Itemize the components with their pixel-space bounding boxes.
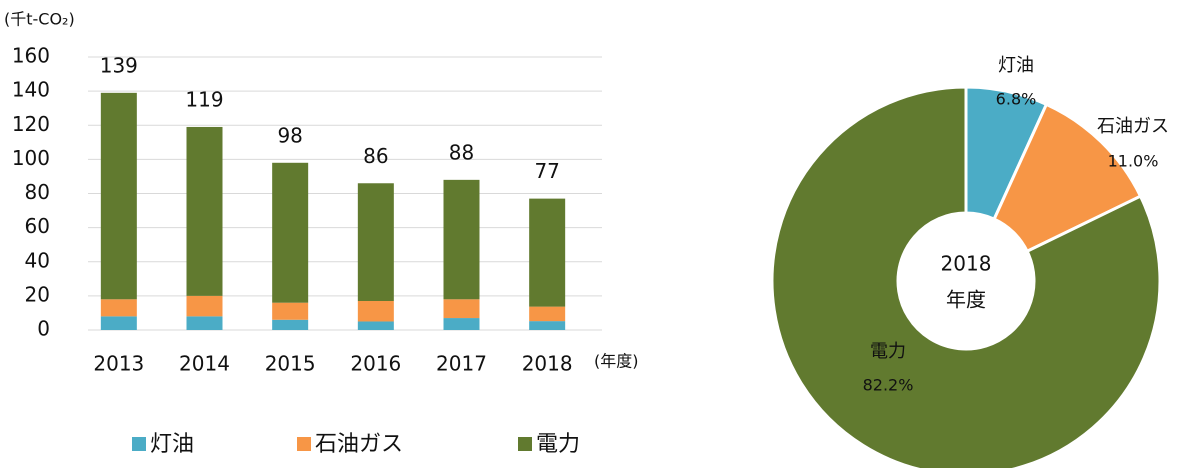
y-tick-label: 0 (37, 317, 50, 341)
bar-segment (186, 316, 223, 330)
bar-segment (443, 318, 480, 330)
y-tick-label: 60 (25, 214, 50, 238)
y-tick-label: 20 (25, 282, 50, 306)
total-label: 86 (363, 144, 388, 168)
legend-swatch (132, 437, 146, 451)
bar-segment (357, 321, 394, 330)
x-tick-label: 2014 (179, 352, 230, 376)
bar-segment (100, 299, 137, 317)
bar-segment (529, 321, 566, 330)
y-tick-label: 120 (12, 112, 50, 136)
pie-slice (992, 102, 1143, 254)
legend-label: 灯油 (150, 432, 194, 457)
legend-swatch (518, 437, 532, 451)
slice-name: 電力 (870, 341, 906, 362)
total-label: 77 (534, 159, 559, 183)
total-label: 88 (449, 140, 474, 164)
y-tick-label: 80 (25, 180, 50, 204)
legend-label: 石油ガス (315, 432, 403, 457)
slice-value-label: 82.2% (863, 376, 914, 395)
pie-slice (770, 85, 1162, 468)
x-axis-label: (年度) (594, 352, 639, 371)
x-tick-label: 2017 (436, 352, 487, 376)
bar-segment (357, 300, 394, 322)
total-label: 98 (277, 123, 302, 147)
total-label: 119 (185, 87, 223, 111)
slice-value-label: 6.8% (996, 90, 1037, 109)
x-tick-label: 2015 (265, 352, 316, 376)
bar-segment (272, 319, 309, 330)
y-tick-label: 140 (12, 78, 50, 102)
bar-segment (529, 198, 566, 307)
bar-segment (443, 299, 480, 319)
y-tick-label: 160 (12, 44, 50, 68)
center-label: 年度 (946, 288, 986, 312)
x-tick-label: 2016 (350, 352, 401, 376)
slice-name: 灯油 (998, 55, 1034, 76)
legend-label: 電力 (536, 432, 580, 457)
bar-segment (100, 92, 137, 300)
bar-segment (186, 295, 223, 317)
total-label: 139 (100, 53, 138, 77)
center-label: 2018 (941, 252, 992, 276)
bar-segment (186, 126, 223, 296)
bar-segment (272, 302, 309, 320)
y-axis-label: (千t-CO₂) (4, 10, 75, 29)
bar-segment (529, 306, 566, 322)
y-tick-label: 100 (12, 146, 50, 170)
bar-segment (443, 179, 480, 300)
y-tick-label: 40 (25, 248, 50, 272)
bar-segment (100, 316, 137, 330)
bar-segment (272, 162, 309, 303)
x-tick-label: 2018 (522, 352, 573, 376)
slice-name: 石油ガス (1097, 116, 1169, 137)
legend-swatch (297, 437, 311, 451)
slice-value-label: 11.0% (1108, 152, 1159, 171)
bar-segment (357, 183, 394, 301)
x-tick-label: 2013 (93, 352, 144, 376)
